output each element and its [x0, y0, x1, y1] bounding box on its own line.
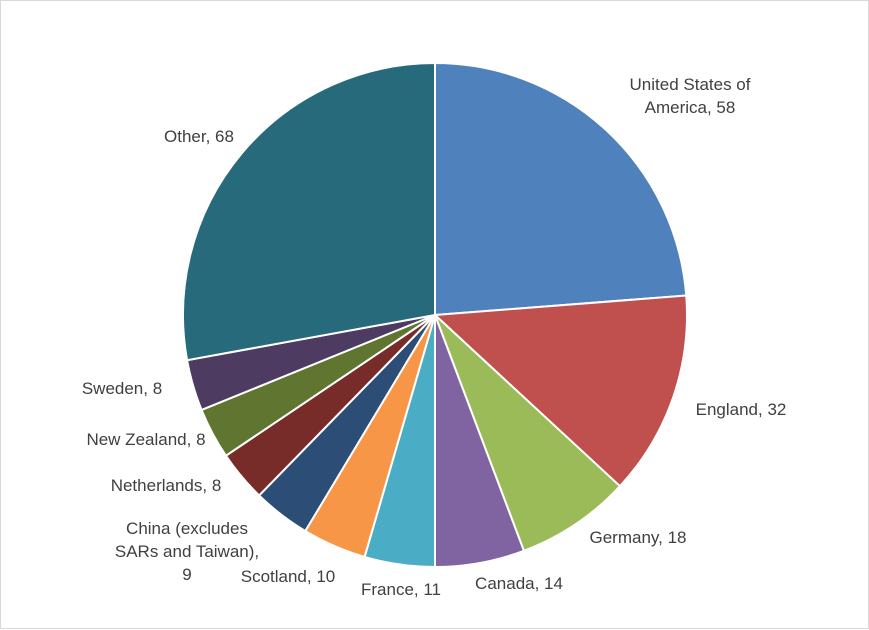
data-label-other: Other, 68	[164, 127, 234, 146]
data-label-england: England, 32	[696, 400, 787, 419]
pie-slice-united-states-of-america	[434, 61, 688, 317]
data-label-new-zealand: New Zealand, 8	[86, 430, 205, 449]
data-label-germany: Germany, 18	[589, 528, 686, 547]
data-label-united-states-of-america: United States of America, 58	[630, 75, 751, 117]
pie-slices	[182, 61, 688, 569]
data-label-sweden: Sweden, 8	[82, 379, 162, 398]
pie-slice-england	[432, 294, 688, 488]
data-label-france: France, 11	[361, 580, 441, 599]
data-label-scotland: Scotland, 10	[241, 567, 336, 586]
data-label-canada: Canada, 14	[475, 574, 563, 593]
data-label-china-excludes-sars-and-taiwan: China (excludes SARs and Taiwan), 9	[115, 519, 259, 584]
pie-slice-other	[182, 61, 436, 362]
data-label-netherlands: Netherlands, 8	[111, 476, 222, 495]
pie-slice-germany	[434, 314, 622, 553]
pie-data-labels: United States of America, 58 England, 32 Ge…	[82, 75, 787, 599]
